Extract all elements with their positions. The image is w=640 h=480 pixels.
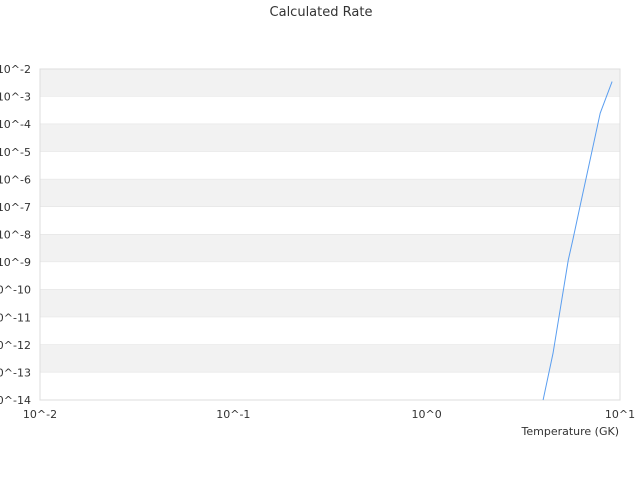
grid-band: [40, 151, 620, 180]
x-axis-label: Temperature (GK): [521, 425, 620, 438]
grid-band: [40, 234, 620, 263]
x-tick-label: 10^0: [412, 408, 442, 421]
grid-band: [40, 206, 620, 235]
y-tick-label: 10^-6: [0, 173, 31, 186]
y-tick-label: 10^-3: [0, 91, 31, 104]
y-tick-label: 10^-9: [0, 256, 31, 269]
y-tick-label: 10^-14: [0, 394, 31, 407]
y-tick-label: 10^-4: [0, 118, 31, 131]
y-tick-label: 10^-12: [0, 339, 31, 352]
grid-band: [40, 372, 620, 400]
grid-band: [40, 289, 620, 318]
x-tick-label: 10^1: [605, 408, 635, 421]
y-tick-label: 10^-5: [0, 146, 31, 159]
y-tick-label: 10^-2: [0, 63, 31, 76]
y-tick-label: 10^-8: [0, 229, 31, 242]
plot-frame: [39, 68, 621, 401]
y-tick-label: 10^-10: [0, 284, 31, 297]
y-tick-label: 10^-7: [0, 201, 31, 214]
y-tick-label: 10^-11: [0, 311, 31, 324]
grid-band: [40, 69, 620, 97]
grid-band: [40, 317, 620, 345]
grid-band: [40, 179, 620, 207]
x-tick-label: 10^-1: [216, 408, 250, 421]
grid-band: [40, 262, 620, 290]
grid-band: [40, 344, 620, 373]
x-tick-label: 10^-2: [23, 408, 57, 421]
chart-title: Calculated Rate: [270, 5, 373, 20]
grid-band: [40, 96, 620, 125]
series-line: [542, 81, 613, 401]
y-tick-label: 10^-13: [0, 366, 31, 379]
grid-band: [40, 124, 620, 152]
